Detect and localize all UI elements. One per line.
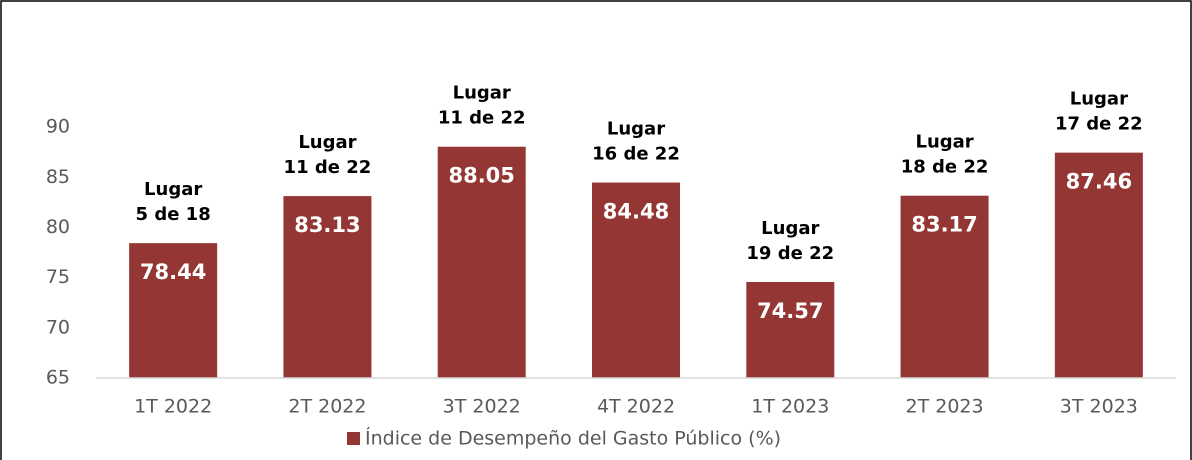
x-tick-label: 2T 2022	[288, 396, 366, 418]
annotation: Lugar	[298, 132, 356, 153]
annotation: 5 de 18	[136, 204, 211, 225]
annotation: Lugar	[144, 179, 202, 200]
y-tick-label: 70	[46, 316, 70, 338]
annotation: 11 de 22	[284, 157, 372, 178]
annotation: Lugar	[761, 218, 819, 239]
annotation: Lugar	[453, 83, 511, 104]
value-label: 83.17	[911, 213, 977, 237]
value-label: 88.05	[448, 164, 514, 188]
bar	[1054, 152, 1143, 378]
bar	[283, 196, 372, 378]
annotation: Lugar	[915, 132, 973, 153]
bar	[900, 195, 989, 378]
bar	[592, 182, 680, 378]
annotation: Lugar	[607, 119, 665, 140]
value-label: 83.13	[294, 213, 360, 237]
y-tick-label: 75	[46, 266, 70, 288]
y-tick-label: 80	[46, 216, 70, 238]
value-label: 87.46	[1066, 170, 1132, 194]
x-tick-label: 2T 2023	[906, 396, 984, 418]
x-tick-label: 4T 2022	[597, 396, 675, 418]
annotation: 17 de 22	[1055, 114, 1143, 135]
annotation: Lugar	[1070, 89, 1128, 110]
legend-label: Índice de Desempeño del Gasto Público (%…	[365, 427, 781, 450]
x-tick-label: 1T 2022	[134, 396, 212, 418]
annotation: 16 de 22	[592, 144, 680, 165]
value-label: 84.48	[603, 200, 669, 224]
bar	[746, 281, 835, 378]
x-tick-label: 1T 2023	[751, 396, 829, 418]
legend-swatch	[347, 432, 360, 445]
value-label: 78.44	[140, 260, 206, 284]
x-tick-label: 3T 2023	[1060, 396, 1138, 418]
annotation: 18 de 22	[901, 157, 989, 178]
x-tick-label: 3T 2022	[443, 396, 521, 418]
y-tick-label: 65	[46, 367, 70, 389]
y-tick-label: 90	[46, 116, 70, 138]
value-label: 74.57	[757, 299, 823, 323]
bar	[129, 243, 218, 378]
bar	[437, 146, 526, 378]
annotation: 19 de 22	[746, 243, 834, 264]
y-tick-label: 85	[46, 166, 70, 188]
annotation: 11 de 22	[438, 108, 526, 129]
